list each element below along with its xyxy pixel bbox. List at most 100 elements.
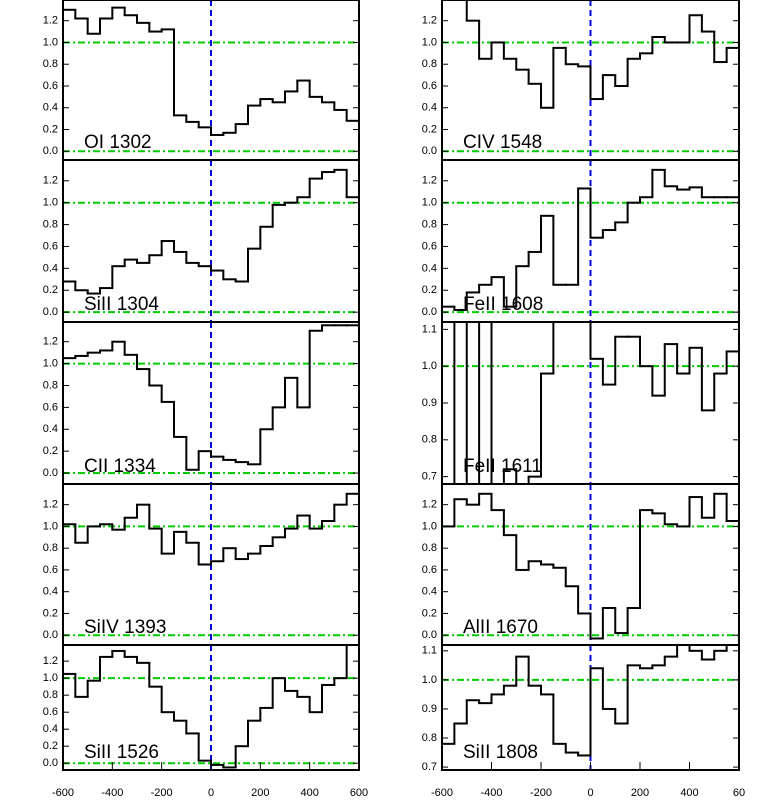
y-tick-label: 1.1	[422, 323, 437, 335]
y-tick-label: 1.1	[422, 645, 437, 657]
y-tick-label: 0.6	[422, 564, 437, 576]
x-tick-label: -400	[480, 787, 502, 799]
y-tick-label: 1.2	[422, 499, 437, 511]
y-tick-label: 0.4	[43, 723, 58, 735]
y-tick-label: 0.2	[43, 445, 58, 457]
plot-area	[63, 484, 359, 645]
y-tick-label: 0.0	[422, 306, 437, 318]
x-tick-label: 0	[587, 787, 593, 799]
y-tick-label: 1.0	[422, 360, 437, 372]
x-tick-label: 200	[631, 787, 649, 799]
x-tick-label: -200	[151, 787, 173, 799]
y-tick-label: 0.4	[43, 102, 58, 114]
panel: 0.0 0.2 0.4 0.6 0.8 1.0 1.2 CIV 1548	[422, 0, 740, 161]
y-tick-label: 0.4	[422, 102, 437, 114]
y-tick-label: 0.0	[43, 629, 58, 641]
y-tick-label: 0.8	[43, 218, 58, 230]
panel: 0.7 0.8 0.9 1.0 1.1 FeII 1611	[422, 321, 740, 485]
plot-area	[442, 645, 739, 770]
plot-area	[442, 0, 739, 160]
plot-area	[442, 484, 739, 645]
y-tick-label: 0.4	[43, 586, 58, 598]
y-tick-label: 1.0	[422, 674, 437, 686]
y-tick-label: 0.8	[422, 732, 437, 744]
ion-label: SiII 1526	[84, 742, 159, 763]
y-tick-label: 0.7	[422, 471, 437, 483]
y-tick-label: 0.0	[422, 145, 437, 157]
y-tick-label: 1.2	[422, 175, 437, 187]
y-tick-label: 0.2	[422, 607, 437, 619]
y-tick-label: 1.2	[43, 15, 58, 27]
y-tick-label: 0.6	[43, 240, 58, 252]
x-tick-label: 600	[350, 787, 368, 799]
y-tick-label: 0.8	[422, 58, 437, 70]
y-tick-label: 0.8	[422, 434, 437, 446]
y-tick-label: 0.9	[422, 397, 437, 409]
y-tick-label: 0.4	[422, 586, 437, 598]
x-tick-label: -600	[431, 787, 453, 799]
y-tick-label: 0.2	[43, 123, 58, 135]
panel: 0.0 0.2 0.4 0.6 0.8 1.0 1.2 SiII 1304	[43, 159, 360, 323]
ion-label: AlII 1670	[463, 617, 538, 638]
y-tick-label: 1.2	[43, 175, 58, 187]
ion-label: SiIV 1393	[84, 617, 166, 638]
panel: 0.0 0.2 0.4 0.6 0.8 1.0 1.2 FeII 1608	[422, 159, 740, 323]
x-tick-label: 200	[251, 787, 269, 799]
y-tick-label: 0.0	[422, 629, 437, 641]
ion-label: CII 1334	[84, 456, 156, 477]
y-tick-label: 0.8	[422, 218, 437, 230]
y-tick-label: 0.8	[43, 689, 58, 701]
x-tick-label: 400	[680, 787, 698, 799]
y-tick-label: 0.2	[43, 740, 58, 752]
y-tick-label: 1.0	[422, 520, 437, 532]
y-tick-label: 0.2	[43, 607, 58, 619]
y-tick-label: 1.0	[43, 197, 58, 209]
y-tick-label: 1.0	[43, 36, 58, 48]
y-tick-label: 0.2	[422, 123, 437, 135]
y-tick-label: 1.0	[43, 672, 58, 684]
ion-label: FeII 1611	[463, 456, 542, 477]
ion-label: OI 1302	[84, 132, 152, 153]
plot-area	[442, 160, 739, 322]
y-tick-label: 0.0	[43, 306, 58, 318]
y-tick-label: 1.2	[43, 655, 58, 667]
panel: 0.0 0.2 0.4 0.6 0.8 1.0 1.2 CII 1334	[43, 321, 360, 485]
y-tick-label: 0.7	[422, 761, 437, 773]
y-tick-label: 1.0	[43, 520, 58, 532]
y-tick-label: 1.0	[422, 197, 437, 209]
x-tick-label: 400	[300, 787, 318, 799]
x-tick-label: 0	[208, 787, 214, 799]
y-tick-label: 0.8	[422, 542, 437, 554]
y-tick-label: 0.6	[422, 240, 437, 252]
y-tick-label: 1.2	[43, 499, 58, 511]
panel: 0.0 0.2 0.4 0.6 0.8 1.0 1.2 -600 -400 -200 0 200 400…	[43, 644, 368, 799]
y-tick-label: 0.6	[43, 401, 58, 413]
panel: 0.0 0.2 0.4 0.6 0.8 1.0 1.2 AlII 1670	[422, 483, 740, 646]
y-tick-label: 0.8	[43, 379, 58, 391]
x-tick-label: -200	[530, 787, 552, 799]
y-tick-label: 0.4	[422, 262, 437, 274]
x-tick-label: 60	[733, 787, 745, 799]
y-tick-label: 0.6	[43, 706, 58, 718]
ion-label: FeII 1608	[463, 294, 543, 315]
y-tick-label: 1.2	[422, 15, 437, 27]
plot-area	[63, 160, 359, 322]
panel: 0.7 0.8 0.9 1.0 1.1 -600 -400 -200 0 200 400 60 SiII…	[422, 644, 745, 799]
y-tick-label: 0.0	[43, 757, 58, 769]
x-tick-label: -400	[101, 787, 123, 799]
y-tick-label: 0.6	[422, 80, 437, 92]
y-tick-label: 0.9	[422, 703, 437, 715]
panel: 0.0 0.2 0.4 0.6 0.8 1.0 1.2 SiIV 1393	[43, 483, 360, 646]
plot-area	[63, 322, 359, 484]
y-tick-label: 0.6	[43, 564, 58, 576]
y-tick-label: 0.4	[43, 262, 58, 274]
y-tick-label: 0.8	[43, 58, 58, 70]
y-tick-label: 0.4	[43, 423, 58, 435]
y-tick-label: 1.0	[43, 358, 58, 370]
y-tick-label: 0.6	[43, 80, 58, 92]
y-tick-label: 0.2	[422, 284, 437, 296]
panel: 0.0 0.2 0.4 0.6 0.8 1.0 1.2 OI 1302	[43, 0, 360, 161]
y-tick-label: 0.2	[43, 284, 58, 296]
plot-area	[442, 322, 739, 484]
